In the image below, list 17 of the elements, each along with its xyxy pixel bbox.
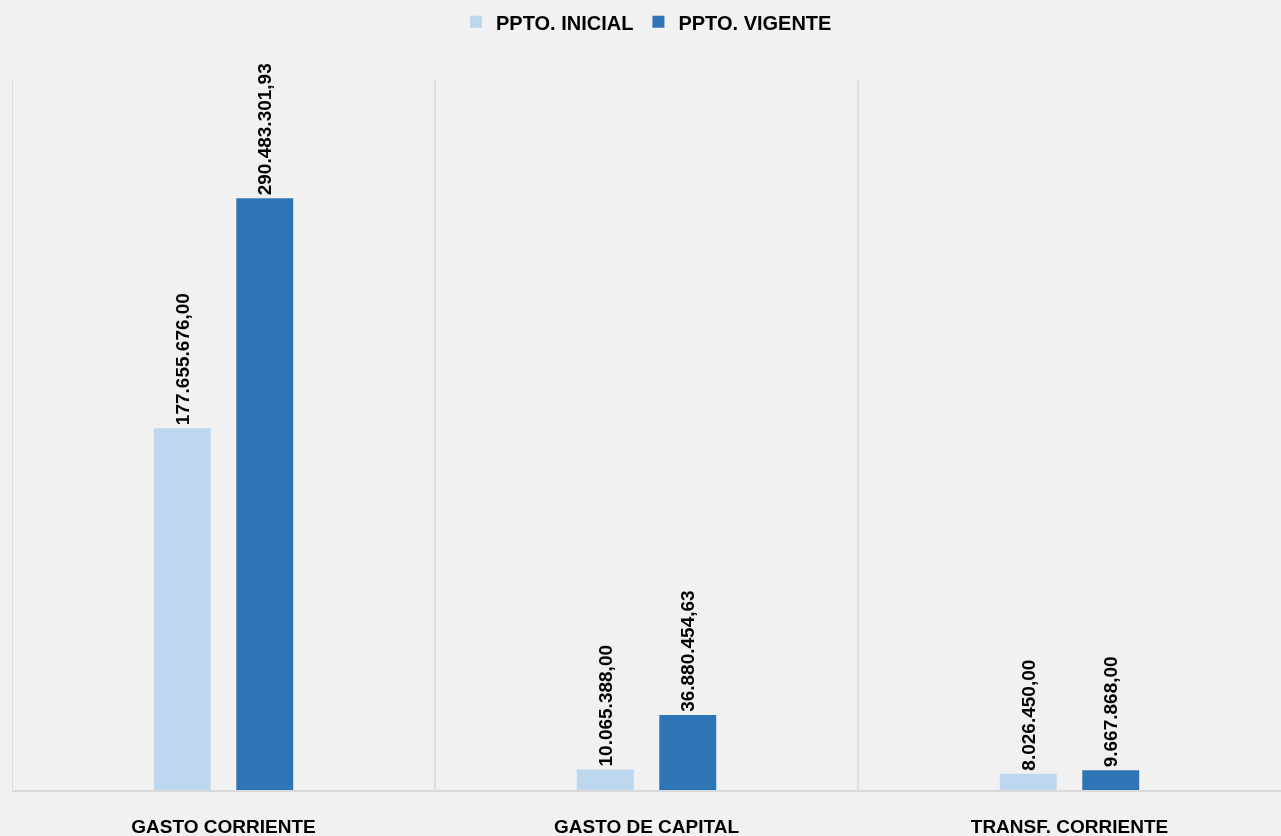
x-tick-label: GASTO CORRIENTE	[131, 815, 316, 836]
legend-label: PPTO. VIGENTE	[678, 11, 832, 34]
bar	[1082, 770, 1140, 790]
bar	[576, 769, 634, 790]
data-label: 290.483.301,93	[254, 63, 276, 196]
data-label: 177.655.676,00	[171, 293, 193, 426]
bar	[659, 714, 717, 790]
bar	[236, 198, 294, 790]
bar	[999, 773, 1057, 790]
x-tick-label: GASTO DE CAPITAL	[553, 815, 740, 836]
bar	[153, 428, 211, 790]
data-label: 8.026.450,00	[1017, 659, 1039, 771]
x-tick-label: TRANSF. CORRIENTE	[970, 815, 1169, 836]
data-label: 10.065.388,00	[594, 644, 616, 767]
data-label: 9.667.868,00	[1100, 656, 1122, 768]
data-label: 36.880.454,63	[677, 590, 699, 712]
legend-label: PPTO. INICIAL	[496, 11, 634, 34]
